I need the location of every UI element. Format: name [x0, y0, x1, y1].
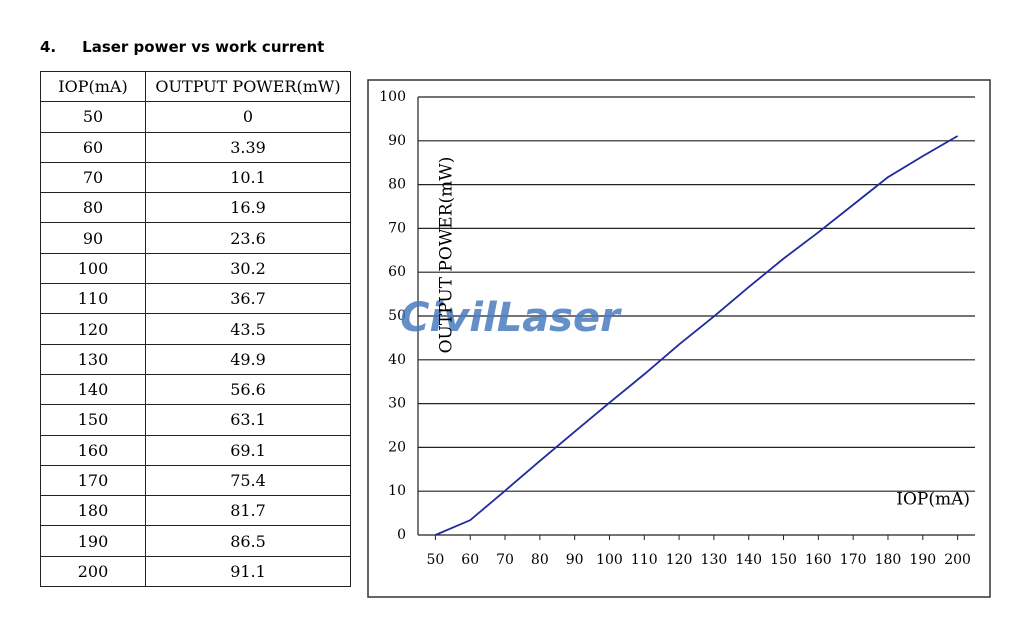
x-tick-label: 170 — [840, 552, 867, 568]
table-cell: 140 — [40, 373, 146, 406]
x-tick-label: 150 — [770, 552, 797, 568]
x-tick-label: 80 — [531, 552, 549, 568]
y-tick-label: 70 — [388, 220, 406, 236]
y-tick-label: 60 — [388, 264, 406, 280]
y-tick-label: 10 — [388, 483, 406, 499]
table-cell: 0 — [145, 101, 351, 133]
heading: 4. Laser power vs work current — [40, 38, 350, 56]
table-row: 110 36.7 — [40, 283, 351, 315]
x-tick-label: 50 — [426, 552, 444, 568]
table-cell: 91.1 — [145, 555, 351, 588]
table-row: 50 0 — [40, 101, 351, 133]
table-cell: 3.39 — [145, 131, 351, 163]
table-row: 100 30.2 — [40, 252, 351, 285]
table-row: 160 69.1 — [40, 434, 351, 466]
table-cell: 60 — [40, 131, 146, 163]
table-cell: 86.5 — [145, 525, 351, 557]
y-tick-label: 50 — [388, 308, 406, 324]
x-tick-label: 160 — [805, 552, 832, 568]
table-row: 60 3.39 — [40, 131, 351, 163]
x-tick-label: 100 — [596, 552, 623, 568]
table-row: 130 49.9 — [40, 343, 351, 375]
table-row: 80 16.9 — [40, 192, 351, 224]
chart-frame — [367, 79, 991, 598]
x-tick-label: 130 — [701, 552, 728, 568]
table-cell: 56.6 — [145, 373, 351, 406]
heading-title: Laser power vs work current — [82, 38, 325, 56]
table-cell: 120 — [40, 313, 146, 345]
table-cell: 81.7 — [145, 495, 351, 527]
x-tick-label: 140 — [735, 552, 762, 568]
heading-number: 4. — [40, 38, 57, 56]
table-cell: 110 — [40, 283, 146, 315]
y-tick-label: 0 — [397, 527, 406, 543]
table-row: 190 86.5 — [40, 525, 351, 557]
table-cell: IOP(mA) — [40, 70, 146, 103]
table-row: 120 43.5 — [40, 313, 351, 345]
watermark: CivilLaser — [400, 295, 622, 341]
x-tick-label: 180 — [875, 552, 902, 568]
table-cell: 170 — [40, 464, 146, 497]
y-tick-label: 40 — [388, 352, 406, 368]
y-tick-label: 20 — [388, 439, 406, 455]
y-tick-label: 100 — [379, 89, 406, 105]
x-tick-label: 90 — [566, 552, 584, 568]
x-axis-label: IOP(mA) — [896, 490, 970, 510]
x-tick-label: 110 — [631, 552, 658, 568]
table-cell: 200 — [40, 555, 146, 588]
table-cell: 43.5 — [145, 313, 351, 345]
x-tick-label: 60 — [461, 552, 479, 568]
data-line — [435, 135, 959, 536]
y-tick-label: 90 — [388, 133, 406, 149]
table-cell: 30.2 — [145, 252, 351, 285]
table-row: 170 75.4 — [40, 464, 351, 497]
y-axis-label: OUTPUT POWER(mW) — [437, 157, 457, 354]
table-cell: 75.4 — [145, 464, 351, 497]
x-tick-label: 70 — [496, 552, 514, 568]
y-tick-label: 30 — [388, 396, 406, 412]
table-row: 90 23.6 — [40, 222, 351, 254]
table-cell: 16.9 — [145, 192, 351, 224]
x-tick-label: 120 — [666, 552, 693, 568]
table-cell: 36.7 — [145, 283, 351, 315]
table-cell: 90 — [40, 222, 146, 254]
data-table: IOP(mA) OUTPUT POWER(mW) 50 0 60 3.39 70 10.1 80… — [40, 70, 351, 588]
y-tick-label: 80 — [388, 177, 406, 193]
x-tick-label: 200 — [944, 552, 971, 568]
table-cell: 190 — [40, 525, 146, 557]
table-row: 140 56.6 — [40, 373, 351, 406]
table-cell: 160 — [40, 434, 146, 466]
table-cell: 49.9 — [145, 343, 351, 375]
table-cell: 23.6 — [145, 222, 351, 254]
x-tick-label: 190 — [909, 552, 936, 568]
table-row: 200 91.1 — [40, 555, 351, 588]
